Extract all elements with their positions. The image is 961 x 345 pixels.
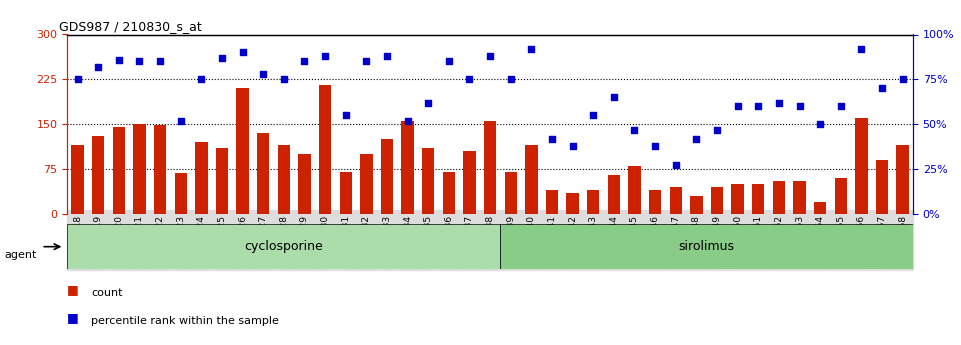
Bar <box>484 121 496 214</box>
Bar <box>443 172 456 214</box>
Bar <box>216 148 228 214</box>
Bar <box>71 145 84 214</box>
Point <box>111 57 127 62</box>
Bar <box>360 154 373 214</box>
Bar <box>402 121 414 214</box>
Point <box>317 53 333 59</box>
Bar <box>67 224 501 269</box>
Bar <box>670 187 682 214</box>
Point <box>441 59 456 64</box>
Text: GDS987 / 210830_s_at: GDS987 / 210830_s_at <box>59 20 202 33</box>
Point <box>853 46 869 52</box>
Point <box>462 77 478 82</box>
Point <box>895 77 910 82</box>
Point <box>214 55 230 61</box>
Text: ■: ■ <box>67 311 79 324</box>
Bar <box>731 184 744 214</box>
Point <box>730 104 746 109</box>
Point <box>875 86 890 91</box>
Point <box>606 95 622 100</box>
Bar <box>112 127 125 214</box>
Text: count: count <box>91 288 123 298</box>
Bar <box>298 154 310 214</box>
Text: ■: ■ <box>67 283 79 296</box>
Point <box>648 143 663 148</box>
Bar <box>814 202 826 214</box>
Point <box>544 136 559 141</box>
Point <box>194 77 209 82</box>
Bar <box>154 125 166 214</box>
Point <box>565 143 580 148</box>
Bar <box>195 142 208 214</box>
Bar <box>175 173 186 214</box>
Bar <box>607 175 620 214</box>
Point <box>70 77 86 82</box>
Point <box>771 100 786 106</box>
Bar <box>855 118 868 214</box>
Point <box>90 64 106 70</box>
Point <box>689 136 704 141</box>
Point <box>276 77 291 82</box>
Point <box>668 163 683 168</box>
Bar <box>628 166 641 214</box>
Point <box>503 77 518 82</box>
Point <box>234 50 250 55</box>
Point <box>524 46 539 52</box>
Point <box>380 53 395 59</box>
Bar <box>463 151 476 214</box>
Bar <box>566 193 579 214</box>
Bar <box>834 178 847 214</box>
Bar <box>875 160 888 214</box>
Point <box>585 112 601 118</box>
Bar <box>525 145 537 214</box>
Text: percentile rank within the sample: percentile rank within the sample <box>91 316 279 326</box>
Point <box>297 59 312 64</box>
Bar <box>546 190 558 214</box>
Point <box>833 104 849 109</box>
Bar <box>897 145 909 214</box>
Point <box>627 127 642 132</box>
Bar <box>773 181 785 214</box>
Text: sirolimus: sirolimus <box>678 240 735 253</box>
Bar <box>649 190 661 214</box>
Bar <box>690 196 702 214</box>
Point <box>400 118 415 124</box>
Point <box>132 59 147 64</box>
Bar <box>501 224 913 269</box>
Point <box>358 59 374 64</box>
Bar <box>278 145 290 214</box>
Bar <box>422 148 434 214</box>
Bar <box>319 85 332 214</box>
Bar <box>92 136 105 214</box>
Text: cyclosporine: cyclosporine <box>244 240 323 253</box>
Bar <box>752 184 764 214</box>
Bar <box>587 190 600 214</box>
Point <box>751 104 766 109</box>
Bar <box>711 187 724 214</box>
Point <box>482 53 498 59</box>
Bar <box>505 172 517 214</box>
Point <box>792 104 807 109</box>
Point <box>256 71 271 77</box>
Point <box>709 127 725 132</box>
Bar <box>381 139 393 214</box>
Point <box>421 100 436 106</box>
Point <box>153 59 168 64</box>
Bar <box>236 88 249 214</box>
Bar <box>794 181 805 214</box>
Bar <box>134 124 146 214</box>
Point <box>173 118 188 124</box>
Text: agent: agent <box>5 250 37 260</box>
Bar <box>339 172 352 214</box>
Point <box>812 121 827 127</box>
Point <box>338 112 354 118</box>
Bar <box>257 133 269 214</box>
